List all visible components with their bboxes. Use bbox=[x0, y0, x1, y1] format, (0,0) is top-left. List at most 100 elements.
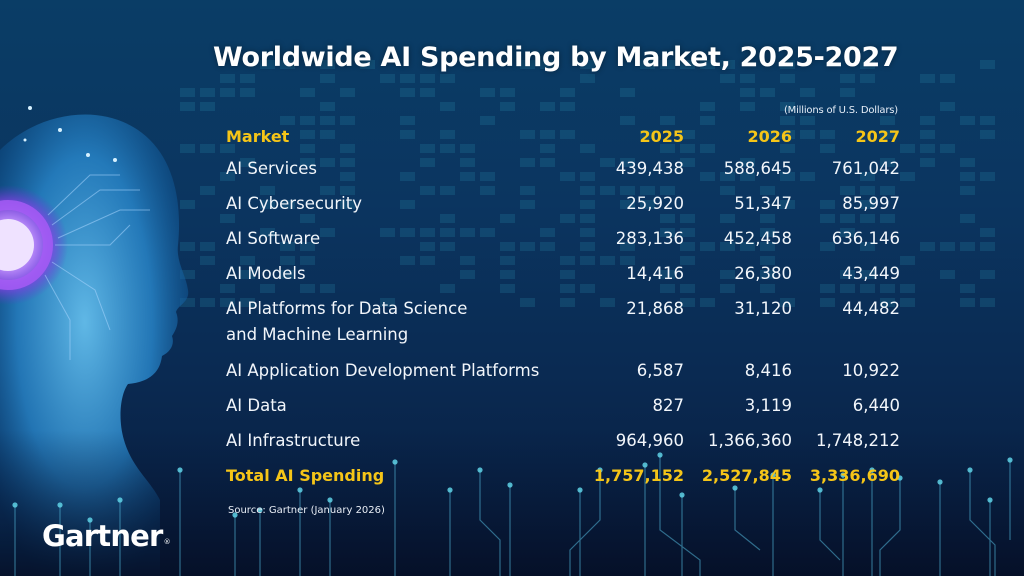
pixel-block bbox=[180, 88, 195, 97]
pixel-block bbox=[820, 298, 835, 307]
pixel-block bbox=[700, 116, 715, 125]
pixel-block bbox=[760, 242, 775, 251]
circuit-node bbox=[597, 467, 603, 473]
pixel-block bbox=[480, 172, 495, 181]
pixel-block bbox=[600, 298, 615, 307]
circuit-trace bbox=[479, 470, 501, 576]
pixel-block bbox=[780, 298, 795, 307]
pixel-block bbox=[600, 256, 615, 265]
pixel-block bbox=[180, 102, 195, 111]
table-row: AI Infrastructure 964,960 1,366,360 1,74… bbox=[226, 428, 900, 463]
source-note: Source: Gartner (January 2026) bbox=[228, 505, 385, 516]
table-row: AI Software 283,136 452,458 636,146 bbox=[226, 226, 900, 261]
pixel-block bbox=[700, 242, 715, 251]
pixel-block bbox=[560, 284, 575, 293]
pixel-block bbox=[860, 284, 875, 293]
pixel-block bbox=[300, 242, 315, 251]
circuit-node bbox=[840, 472, 846, 478]
circuit-trace bbox=[879, 478, 901, 576]
pixel-block bbox=[740, 158, 755, 167]
pixel-block bbox=[500, 214, 515, 223]
pixel-block bbox=[580, 186, 595, 195]
table-header-row: Market 2025 2026 2027 bbox=[226, 124, 900, 156]
pixel-block bbox=[700, 144, 715, 153]
market-label: AI Models bbox=[226, 264, 306, 283]
pixel-block bbox=[280, 60, 295, 69]
pixel-block bbox=[240, 270, 255, 279]
pixel-block bbox=[880, 130, 895, 139]
pixel-block bbox=[500, 242, 515, 251]
pixel-block bbox=[340, 88, 355, 97]
circuit-node bbox=[327, 497, 333, 503]
pixel-block bbox=[800, 172, 815, 181]
pixel-block bbox=[540, 144, 555, 153]
pixel-block bbox=[840, 88, 855, 97]
pixel-block bbox=[960, 116, 975, 125]
pixel-block bbox=[860, 60, 875, 69]
value-2026: 8,416 bbox=[744, 361, 792, 380]
market-label: AI Software bbox=[226, 229, 321, 248]
pixel-block bbox=[720, 284, 735, 293]
pixel-block bbox=[460, 172, 475, 181]
pixel-block bbox=[260, 200, 275, 209]
pixel-block bbox=[500, 102, 515, 111]
pixel-block bbox=[740, 88, 755, 97]
circuit-node bbox=[679, 492, 685, 498]
pixel-block bbox=[600, 158, 615, 167]
pixel-block bbox=[780, 102, 795, 111]
pixel-block bbox=[200, 144, 215, 153]
pixel-block bbox=[740, 242, 755, 251]
pixel-block bbox=[400, 88, 415, 97]
pixel-block bbox=[180, 270, 195, 279]
pixel-block bbox=[300, 144, 315, 153]
pixel-block bbox=[820, 200, 835, 209]
pixel-block bbox=[780, 116, 795, 125]
pixel-block bbox=[380, 228, 395, 237]
pixel-grid-decoration bbox=[180, 60, 995, 307]
pixel-block bbox=[520, 298, 535, 307]
pixel-block bbox=[560, 256, 575, 265]
pixel-block bbox=[960, 158, 975, 167]
circuit-node bbox=[657, 452, 663, 458]
pixel-block bbox=[240, 158, 255, 167]
pixel-block bbox=[520, 158, 535, 167]
pixel-block bbox=[220, 214, 235, 223]
circuit-node bbox=[87, 517, 93, 523]
pixel-block bbox=[300, 88, 315, 97]
pixel-block bbox=[320, 74, 335, 83]
pixel-block bbox=[340, 186, 355, 195]
pixel-block bbox=[840, 284, 855, 293]
pixel-block bbox=[440, 242, 455, 251]
pixel-block bbox=[580, 284, 595, 293]
pixel-block bbox=[440, 130, 455, 139]
pixel-block bbox=[880, 116, 895, 125]
pixel-block bbox=[300, 214, 315, 223]
value-2027: 636,146 bbox=[831, 229, 900, 248]
pixel-block bbox=[480, 228, 495, 237]
pixel-block bbox=[460, 256, 475, 265]
market-label: AI Infrastructure bbox=[226, 431, 361, 450]
pixel-block bbox=[560, 270, 575, 279]
pixel-block bbox=[560, 88, 575, 97]
pixel-block bbox=[620, 256, 635, 265]
value-2026: 588,645 bbox=[723, 159, 792, 178]
pixel-block bbox=[520, 60, 535, 69]
pixel-block bbox=[560, 172, 575, 181]
pixel-block bbox=[660, 270, 675, 279]
pixel-block bbox=[840, 186, 855, 195]
pixel-block bbox=[860, 172, 875, 181]
pixel-block bbox=[980, 270, 995, 279]
column-header-2025: 2025 bbox=[639, 127, 684, 146]
pixel-block bbox=[380, 74, 395, 83]
pixel-block bbox=[680, 130, 695, 139]
pixel-block bbox=[200, 186, 215, 195]
pixel-block bbox=[400, 256, 415, 265]
pixel-block bbox=[700, 102, 715, 111]
pixel-block bbox=[920, 116, 935, 125]
pixel-block bbox=[680, 144, 695, 153]
pixel-block bbox=[660, 228, 675, 237]
pixel-block bbox=[440, 144, 455, 153]
pixel-block bbox=[680, 228, 695, 237]
pixel-block bbox=[980, 172, 995, 181]
value-2026: 26,380 bbox=[734, 264, 792, 283]
